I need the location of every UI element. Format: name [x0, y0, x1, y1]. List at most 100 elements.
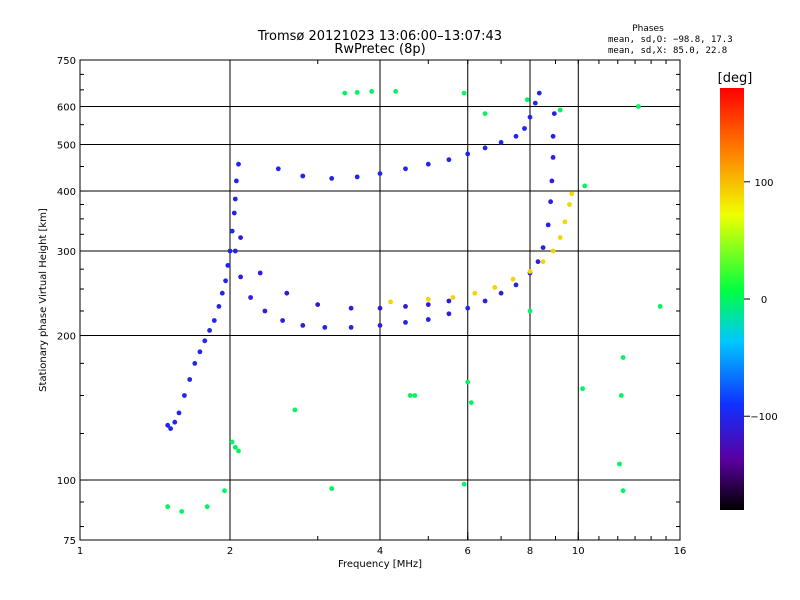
data-point [257, 270, 263, 276]
colorbar [720, 88, 744, 510]
colorbar-tick-label: 0 [761, 295, 767, 306]
chart-subtitle: RwPretec (8p) [334, 42, 425, 57]
data-point [223, 278, 229, 284]
data-point [232, 444, 238, 450]
x-tick-label: 4 [377, 546, 383, 557]
data-point [618, 393, 624, 398]
data-point [236, 448, 241, 454]
data-point [557, 235, 563, 241]
data-point [557, 107, 563, 113]
x-tick-label: 1 [77, 546, 83, 557]
data-point [465, 305, 471, 311]
data-point [465, 151, 471, 157]
y-tick-label: 75 [63, 536, 76, 547]
data-point [446, 298, 452, 304]
data-point [513, 282, 519, 288]
x-tick-label: 6 [465, 546, 471, 557]
data-point [275, 166, 281, 172]
data-point [222, 488, 227, 494]
data-point [425, 302, 431, 307]
data-point [292, 407, 298, 413]
data-point [549, 178, 555, 184]
y-tick-label: 100 [57, 476, 76, 487]
data-point [300, 173, 306, 179]
y-tick-label: 400 [57, 187, 76, 198]
data-point [165, 422, 171, 428]
data-point [510, 276, 516, 282]
data-point [513, 133, 519, 139]
data-point [393, 89, 399, 94]
data-point [179, 509, 185, 514]
data-point [204, 504, 210, 510]
data-point [550, 133, 556, 139]
data-point [165, 504, 171, 510]
data-point [284, 290, 290, 296]
data-point [202, 338, 208, 344]
x-tick-label: 16 [674, 546, 687, 557]
data-point [532, 100, 538, 106]
data-point [197, 349, 203, 355]
data-point [236, 161, 241, 167]
data-point [567, 202, 572, 207]
data-point [342, 90, 348, 96]
data-point [238, 274, 244, 280]
series-group [165, 161, 241, 431]
data-point [498, 290, 504, 296]
data-point [550, 155, 556, 160]
data-point [280, 318, 285, 323]
data-point [657, 304, 663, 309]
data-point [482, 298, 488, 304]
data-point [461, 90, 467, 96]
data-point [219, 290, 225, 296]
x-tick-label: 10 [572, 546, 585, 557]
data-point [472, 290, 478, 296]
data-point [377, 171, 383, 177]
data-point [172, 419, 178, 425]
scatter-series [165, 89, 663, 514]
data-point [617, 461, 622, 467]
data-point [550, 248, 556, 254]
y-axis-label: Stationary phase Virtual Height [km] [38, 208, 49, 392]
stats-heading: Phases [632, 24, 664, 34]
data-point [412, 393, 418, 398]
data-point [354, 174, 360, 180]
data-point [369, 89, 375, 94]
data-point [187, 377, 193, 382]
data-point [315, 302, 321, 307]
data-point [348, 325, 354, 330]
data-point [388, 299, 393, 305]
data-point [407, 393, 413, 398]
data-point [192, 361, 198, 366]
data-point [580, 386, 585, 392]
data-point [535, 259, 541, 265]
x-tick-label: 8 [527, 546, 533, 557]
y-tick-label: 200 [57, 332, 76, 343]
data-point [492, 285, 498, 290]
data-point [425, 161, 431, 167]
chart-title: Tromsø 20121023 13:06:00–13:07:43 [257, 29, 502, 44]
y-tick-label: 750 [57, 56, 76, 67]
axis-ticks: 1 2 4 6 8 10 16 75 100 200 300 400 500 600 750 [57, 56, 686, 557]
y-tick-label: 600 [57, 103, 76, 114]
series-group [165, 89, 663, 514]
colorbar-tick-label: −100 [750, 412, 777, 423]
data-point [461, 481, 467, 487]
data-point [569, 191, 575, 197]
data-point [636, 104, 641, 109]
data-point [620, 355, 626, 360]
x-axis-label: Frequency [MHz] [338, 559, 422, 570]
data-point [238, 235, 244, 241]
series-group [232, 111, 557, 330]
data-point [229, 228, 235, 234]
data-point [232, 248, 238, 254]
data-point [482, 111, 488, 116]
data-point [248, 295, 254, 300]
stats-line-x: mean, sd,X: 85.0, 22.8 [608, 46, 727, 56]
data-point [234, 178, 239, 184]
data-point [551, 111, 557, 116]
data-point [403, 304, 408, 309]
data-point [527, 269, 533, 274]
data-point [582, 183, 588, 189]
data-point [348, 305, 354, 311]
